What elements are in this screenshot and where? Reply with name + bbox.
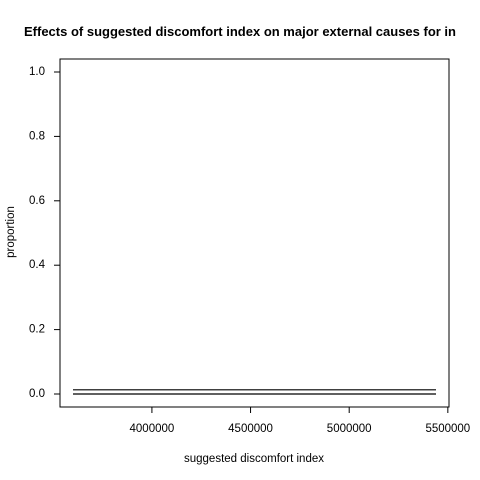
y-tick-label: 0.4 <box>29 259 46 271</box>
plot-frame <box>59 58 450 408</box>
chart-title: Effects of suggested discomfort index on… <box>24 24 456 39</box>
x-tick-label: 5500000 <box>425 423 470 435</box>
y-axis-label: proportion <box>5 206 17 258</box>
y-tick-label: 0.8 <box>29 130 45 142</box>
series-layer <box>73 389 436 395</box>
y-tick-label: 0.2 <box>29 324 45 336</box>
y-axis: 0.0 0.2 0.4 0.6 0.8 1.0 <box>29 66 61 400</box>
x-tick-label: 4500000 <box>228 423 273 435</box>
y-tick-label: 1.0 <box>29 66 45 78</box>
x-tick-label: 4000000 <box>130 423 175 435</box>
x-axis: 4000000 4500000 5000000 5500000 <box>130 406 470 435</box>
x-tick-label: 5000000 <box>327 423 372 435</box>
y-tick-label: 0.0 <box>29 388 45 400</box>
x-axis-label: suggested discomfort index <box>184 453 324 465</box>
y-tick-label: 0.6 <box>29 195 45 207</box>
